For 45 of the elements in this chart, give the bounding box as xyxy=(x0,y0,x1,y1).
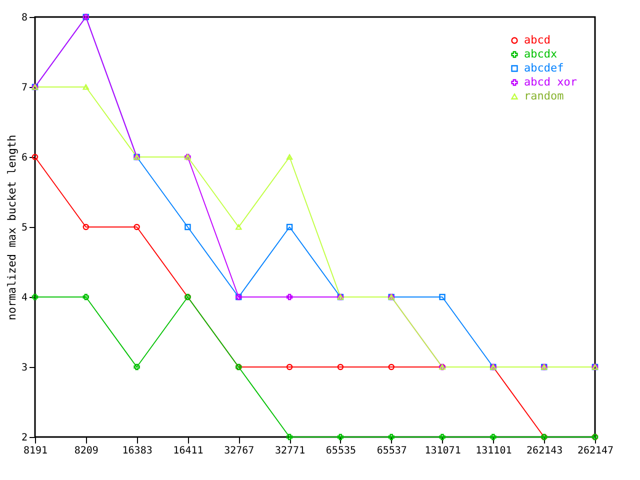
x-tick-label: 65537 xyxy=(376,446,407,456)
x-tick-label: 8209 xyxy=(74,446,98,456)
point xyxy=(82,224,90,230)
y-tick-label: 5 xyxy=(21,222,28,234)
y-axis-title: normalized max bucket length xyxy=(5,134,18,320)
point xyxy=(184,224,191,230)
x-tick-label: 32767 xyxy=(224,446,254,456)
point xyxy=(337,434,344,440)
y-tick-label: 2 xyxy=(21,432,28,444)
y-tick-label: 3 xyxy=(21,362,28,374)
point xyxy=(388,434,394,440)
point xyxy=(286,154,293,160)
y-tick-label: 7 xyxy=(21,82,28,94)
point xyxy=(286,224,293,230)
y-tick-label: 8 xyxy=(21,12,28,24)
x-tick-label: 32771 xyxy=(274,446,306,456)
point xyxy=(439,294,446,300)
point xyxy=(439,434,446,440)
point xyxy=(134,364,140,370)
legend-label: abcdef xyxy=(524,62,564,74)
legend-label: abcd xyxy=(524,34,550,46)
x-tick-label: 262143 xyxy=(526,446,563,456)
point xyxy=(82,294,90,300)
legend-label: abcd xor xyxy=(524,76,578,88)
point xyxy=(286,434,293,440)
point xyxy=(134,224,140,230)
x-tick-label: 262147 xyxy=(577,446,614,456)
point xyxy=(337,364,344,370)
point xyxy=(388,364,394,370)
x-tick-label: 65535 xyxy=(326,446,356,456)
legend-label: abcdx xyxy=(524,48,558,60)
x-tick-label: 131101 xyxy=(476,446,512,456)
point xyxy=(286,294,293,300)
point xyxy=(286,364,293,370)
x-tick-label: 16411 xyxy=(173,446,204,456)
point xyxy=(236,224,242,230)
x-tick-label: 131071 xyxy=(424,446,461,456)
x-tick-label: 8191 xyxy=(23,446,48,456)
point xyxy=(82,84,90,90)
point xyxy=(490,434,496,440)
y-tick-label: 6 xyxy=(21,152,28,164)
y-tick-label: 4 xyxy=(21,292,28,304)
legend-label: random xyxy=(524,90,564,102)
x-tick-label: 16383 xyxy=(122,446,152,456)
point xyxy=(32,294,38,300)
